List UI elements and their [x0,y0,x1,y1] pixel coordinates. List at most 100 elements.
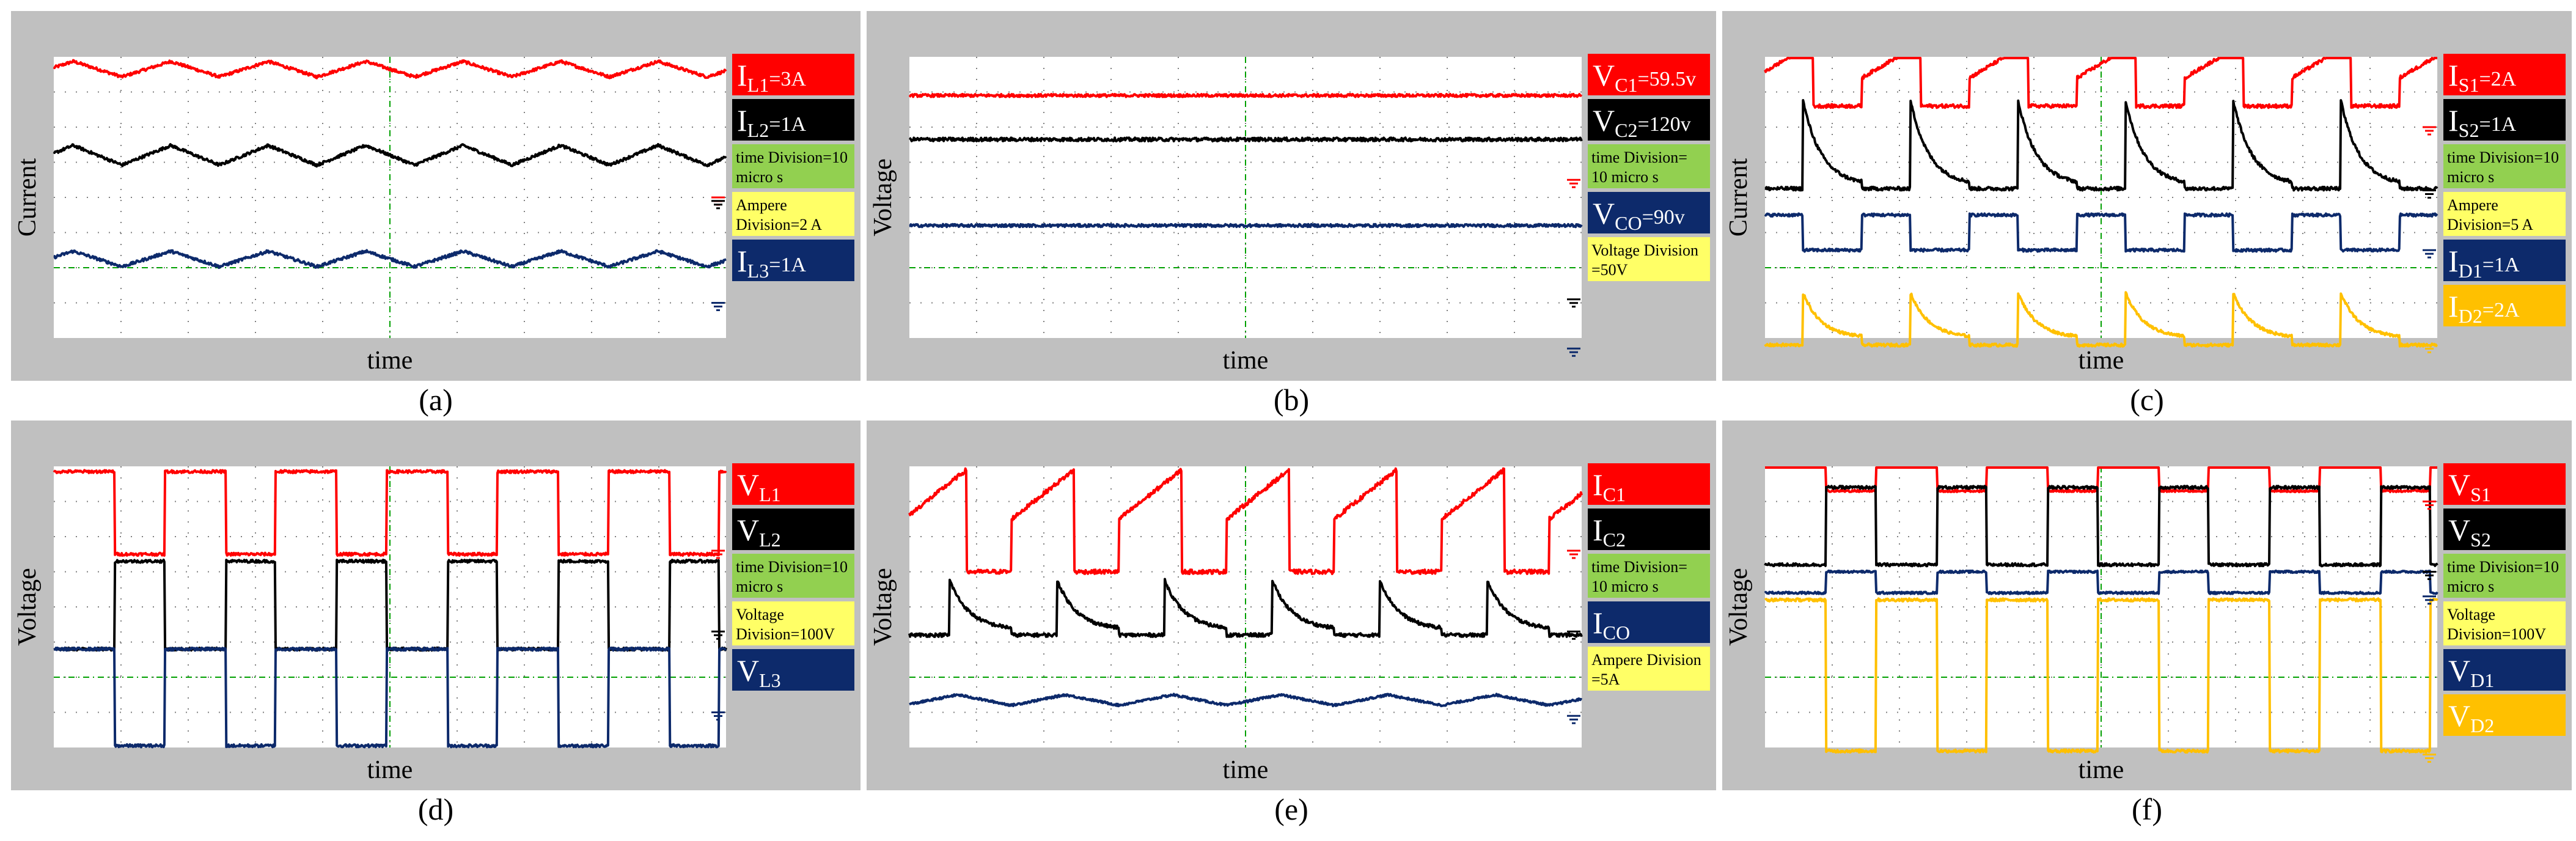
legend: IL1=3A IL2=1A time Division=10 micro s Amper… [732,54,854,282]
trace-vco [909,222,1583,229]
legend-label: VL2 [737,513,781,551]
chart-panel-b: Voltage time VC1=59.5v VC2=120v time Divisio… [867,11,1716,381]
legend-note-text: Division=100V [2447,625,2546,643]
legend-swatch [732,649,854,691]
ground-marker-icon [1567,714,1580,724]
legend-label: VS2 [2448,513,2491,551]
legend-note-box [732,144,854,188]
trace-vc1 [908,93,1583,98]
legend-swatch [1588,54,1710,95]
legend-note-text: time Division= [1591,149,1687,166]
ground-marker-icon [711,630,725,640]
panel-caption: (f) [2132,792,2162,826]
legend-label: IL1=3A [737,58,806,96]
legend-note-text: Division=2 A [736,216,822,233]
y-axis-label: Current [1725,158,1753,237]
legend-swatch [2443,285,2566,326]
ground-marker-icon [1567,630,1580,640]
legend-note-text: Voltage [2447,606,2495,623]
ground-marker-icon [1567,178,1580,188]
legend-swatch [2443,463,2566,505]
legend-note-text: 10 micro s [1591,578,1659,595]
y-axis-label: Voltage [869,158,897,237]
legend-label: IS2=1A [2448,103,2517,141]
ground-marker-icon [2423,595,2436,605]
legend-note-text: Division=100V [736,625,835,643]
ground-marker-icon [2423,249,2436,259]
trace-id2 [1764,291,2438,348]
legend-note-text: =5A [1591,670,1620,688]
legend-note-text: time Division=10 [2447,149,2559,166]
legend-swatch [2443,649,2566,691]
trace-ic2 [908,578,1583,638]
legend-note-box [732,192,854,236]
trace-il1 [53,59,727,79]
legend-note-text: Voltage Division [1591,241,1698,259]
legend-note-text: 10 micro s [1591,168,1659,186]
y-axis-label: Voltage [1725,568,1753,646]
legend-note-text: Voltage [736,606,784,623]
legend-note-text: time Division=10 [2447,558,2559,576]
trace-vl1 [53,469,727,557]
legend-label: IC2 [1593,513,1626,551]
legend-swatch [1588,509,1710,550]
legend-label: VC2=120v [1593,103,1691,141]
trace-vd1 [1764,569,2438,595]
ground-marker-icon [2423,571,2436,580]
legend-swatch [1588,463,1710,505]
legend-label: VL3 [737,653,781,691]
legend-note-text: micro s [736,168,783,186]
ground-marker-icon [711,711,725,721]
trace-vd2 [1764,597,2438,754]
legend-swatch [2443,509,2566,550]
legend-note-box [732,601,854,645]
legend-swatch [2443,694,2566,736]
legend-note-box [1588,554,1710,598]
legend-label: ID2=2A [2448,289,2520,327]
legend-swatch [2443,240,2566,281]
ground-marker-icon [2423,189,2436,199]
legend-note-box [1588,237,1710,281]
trace-vc2 [908,136,1583,142]
chart-panel-c: Current time IS1=2A IS2=1A time Division=10 m… [1722,11,2572,381]
panel-caption: (d) [418,792,453,826]
legend-note-box [2443,192,2566,236]
legend-note-text: time Division=10 [736,149,848,166]
legend-note-text: Ampere [736,196,787,214]
ground-marker-icon [1567,347,1580,357]
y-axis-label: Current [13,158,42,237]
ground-marker-icon [2423,754,2436,763]
legend-label: VL1 [737,468,781,505]
legend: VL1 VL2 time Division=10 micro s Voltage Divi… [732,463,854,691]
legend-note-text: micro s [2447,578,2494,595]
legend-note-box [2443,144,2566,188]
legend: VC1=59.5v VC2=120v time Division= 10 micro … [1588,54,1710,281]
legend-label: VD2 [2448,699,2494,736]
legend-label: VC1=59.5v [1593,58,1696,96]
trace-il2 [53,142,727,168]
legend-note-text: =50V [1591,261,1628,279]
x-axis-label: time [2079,347,2124,375]
ground-marker-icon [1567,549,1580,559]
legend-note-text: micro s [736,578,783,595]
legend-label: IS1=2A [2448,58,2517,96]
legend-note-box [2443,554,2566,598]
legend-swatch [2443,54,2566,95]
legend-swatch [732,99,854,141]
trace-id1 [1764,212,2438,253]
chart-panel-d: Voltage time VL1 VL2 time Division=10 micro s… [11,420,861,790]
x-axis-label: time [1223,756,1269,784]
x-axis-label: time [1223,347,1269,375]
legend-label: VS1 [2448,468,2491,505]
ground-marker-icon [1567,298,1580,308]
x-axis-label: time [367,347,413,375]
trace-vs1 [1764,466,2438,493]
panel-caption: (a) [419,383,453,417]
legend-swatch [732,509,854,550]
chart-panel-e: Voltage time IC1 IC2 time Division= 10 micro … [867,420,1716,790]
ground-marker-icon [2423,126,2436,136]
legend-note-text: Division=5 A [2447,216,2533,233]
legend-note-box [2443,601,2566,645]
legend-label: IC1 [1593,468,1626,505]
